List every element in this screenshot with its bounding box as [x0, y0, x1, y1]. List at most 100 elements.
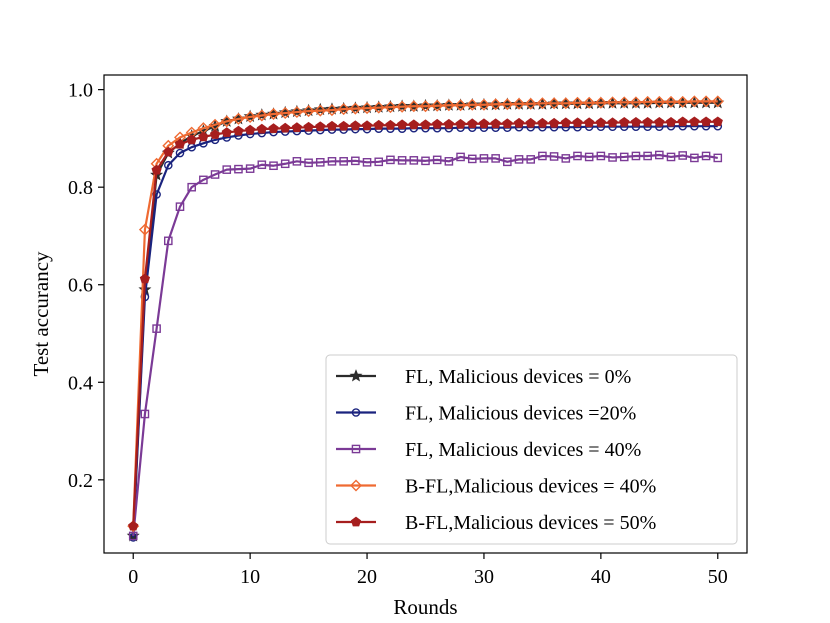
series-3-point	[280, 159, 290, 169]
series-3-point	[128, 531, 138, 541]
series-1-point	[313, 102, 327, 116]
series-5-point	[245, 124, 256, 135]
series-5-point	[326, 120, 338, 131]
series-5-point	[584, 117, 595, 128]
series-3-point	[713, 153, 723, 163]
legend-item-1: FL, Malicious devices = 0%	[336, 366, 631, 388]
series-3-point	[315, 158, 325, 167]
x-tick-label: 50	[708, 566, 728, 588]
series-4-point	[384, 101, 397, 114]
series-4-point	[325, 104, 338, 117]
series-4-point	[267, 108, 280, 121]
series-4-point	[688, 95, 701, 108]
series-5-point	[408, 119, 419, 130]
series-5-point	[572, 117, 583, 128]
series-5-point	[595, 117, 606, 128]
series-5-point	[397, 119, 408, 130]
y-axis-label: Test accurancy	[29, 251, 53, 377]
x-tick-label: 40	[591, 566, 611, 588]
series-4-point	[302, 105, 315, 118]
series-5-point	[537, 117, 548, 128]
y-tick-label: 1.0	[68, 80, 93, 102]
series-4-point	[337, 103, 350, 116]
series-5-point	[151, 164, 162, 175]
x-axis-label: Rounds	[393, 595, 457, 619]
series-4-point	[711, 95, 724, 108]
series-3-point	[596, 151, 606, 161]
series-5-point	[233, 125, 244, 136]
series-3-point	[257, 160, 267, 170]
series-3-point	[444, 157, 454, 166]
series-5-point	[490, 118, 501, 129]
series-5-point	[432, 118, 443, 129]
y-tick-label: 0.2	[68, 470, 93, 492]
legend-marker	[351, 408, 361, 417]
series-5-point	[712, 116, 723, 127]
series-3-point	[432, 155, 442, 165]
legend-item-2: FL, Malicious devices =20%	[336, 403, 636, 425]
series-3-point	[339, 157, 348, 166]
series-3-point	[690, 153, 699, 163]
series-3-point	[187, 182, 196, 192]
series-3-point	[631, 151, 641, 161]
y-tick-label: 0.8	[68, 177, 93, 199]
series-5-point	[280, 122, 291, 133]
series-5-point	[665, 116, 677, 127]
series-3-point	[386, 155, 395, 165]
series-4-point	[548, 97, 561, 110]
series-5-point	[607, 117, 618, 128]
series-3-point	[584, 152, 594, 162]
series-4-point	[501, 98, 514, 111]
series-4-point	[255, 109, 268, 122]
x-tick-label: 10	[240, 566, 260, 588]
series-3-point	[152, 324, 161, 333]
series-3-point	[467, 154, 477, 164]
series-5-point	[198, 131, 209, 142]
legend-item-5: B-FL,Malicious devices = 50%	[336, 512, 656, 534]
series-3-point	[175, 202, 185, 211]
series-3-point	[234, 164, 243, 174]
series-4-point	[314, 104, 327, 117]
series-4-point	[594, 96, 607, 109]
series-4-point	[477, 98, 490, 111]
series-4-point	[583, 96, 596, 109]
series-3-point	[701, 151, 711, 161]
series-4-point	[466, 98, 479, 111]
series-5-point	[642, 116, 653, 127]
series-4-point	[665, 95, 677, 108]
series-5-point	[654, 116, 665, 127]
series-3-point	[514, 155, 524, 164]
series-5-point	[443, 118, 454, 129]
series-2-point	[163, 160, 173, 170]
series-4-point	[220, 115, 233, 128]
y-tick-label: 0.4	[68, 372, 93, 394]
plot-frame	[103, 74, 748, 554]
series-3-point	[409, 156, 419, 165]
series-4-point	[571, 96, 584, 109]
series-3-point	[245, 164, 255, 173]
legend-marker	[350, 479, 362, 492]
series-5-point	[420, 119, 431, 130]
series-5-point	[525, 117, 536, 128]
series-5-point	[677, 116, 688, 127]
series-4-point	[653, 95, 666, 108]
series-4-point	[641, 95, 654, 108]
legend-label: FL, Malicious devices = 40%	[405, 439, 641, 461]
series-5-point	[689, 116, 700, 127]
series-4-point	[290, 106, 303, 119]
series-3-point	[573, 151, 582, 161]
series-5-point	[385, 119, 396, 130]
series-3-point	[210, 170, 220, 179]
series-5-point	[256, 123, 267, 134]
series-4-point	[372, 101, 385, 114]
series-4-point	[396, 100, 409, 113]
legend-label: FL, Malicious devices =20%	[405, 403, 636, 425]
legend-marker	[351, 444, 361, 454]
series-5-point	[209, 129, 221, 139]
legend-label: B-FL,Malicious devices = 50%	[405, 512, 656, 534]
series-3-point	[292, 157, 302, 166]
legend-item-3: FL, Malicious devices = 40%	[336, 439, 641, 461]
series-3-point	[503, 157, 512, 167]
series-3-point	[199, 175, 208, 185]
series-5-point	[630, 116, 642, 127]
